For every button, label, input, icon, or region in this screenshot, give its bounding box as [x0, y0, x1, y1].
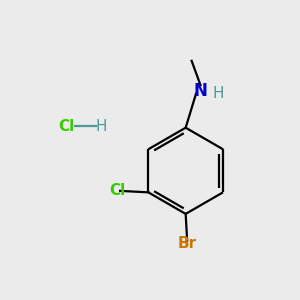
Text: H: H: [95, 119, 107, 134]
Text: N: N: [194, 82, 208, 100]
Text: Br: Br: [178, 236, 197, 251]
Text: Cl: Cl: [59, 119, 75, 134]
Text: H: H: [213, 86, 224, 101]
Text: Cl: Cl: [109, 183, 125, 198]
